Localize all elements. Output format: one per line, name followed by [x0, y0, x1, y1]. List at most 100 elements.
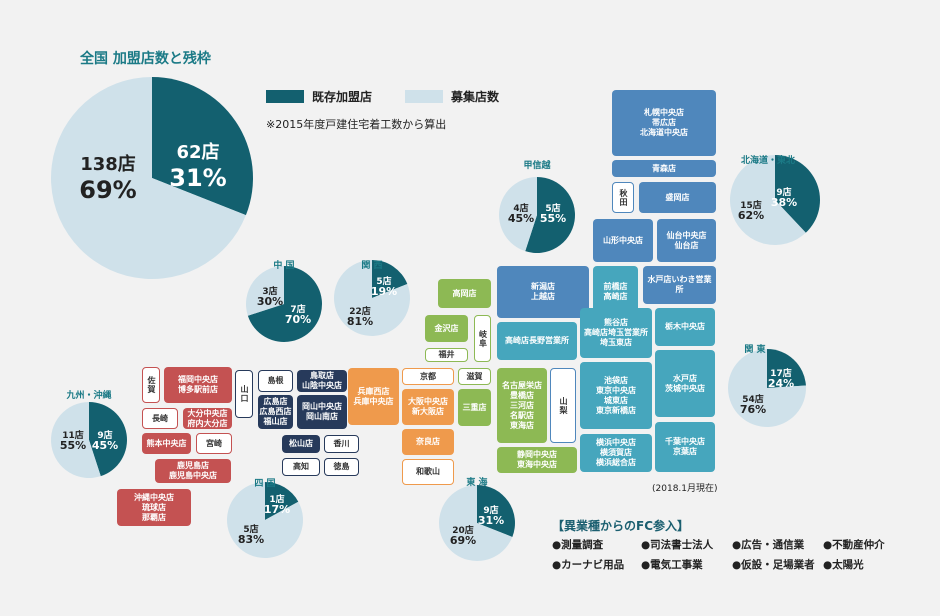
pie-count-label: 62店	[176, 141, 219, 163]
pie-count-label: 5店	[243, 523, 258, 535]
pie-count-label: 4店	[513, 202, 528, 214]
prefecture-block-fukui: 福井	[425, 348, 468, 362]
prefecture-block-akita: 秋田	[612, 182, 634, 213]
prefecture-block-kumagaya: 熊谷店 高崎店埼玉営業所 埼玉東店	[580, 308, 652, 358]
pie-count-label: 1店	[269, 493, 284, 505]
pie-count-label: 20店	[452, 524, 474, 536]
prefecture-block-takaoka: 高岡店	[438, 279, 491, 308]
pie-percent-label: 55%	[60, 439, 86, 452]
pie-percent-label: 55%	[540, 212, 566, 225]
pie-slice-recruiting	[227, 482, 304, 558]
prefecture-block-yamanashi: 山梨	[550, 368, 576, 443]
prefecture-block-hiroshima: 広島店 広島西店 福山店	[258, 395, 293, 429]
pie-count-label: 9店	[97, 429, 112, 441]
pie-percent-label: 81%	[347, 315, 373, 328]
pie-percent-label: 17%	[264, 503, 290, 516]
calculation-note: ※2015年度戸建住宅着工数から算出	[266, 118, 447, 131]
prefecture-block-tochigi: 栃木中央店	[655, 308, 715, 346]
pie-percent-label: 31%	[478, 514, 504, 527]
pie-slice-recruiting	[498, 177, 537, 252]
fc-item: ●測量調査	[552, 539, 604, 551]
pie-slice-existing	[89, 402, 128, 477]
pie-slice-recruiting	[438, 485, 513, 561]
fc-title: 【異業種からのFC参入】	[552, 519, 690, 533]
prefecture-block-kagawa: 香川	[324, 435, 359, 453]
pie-slice-recruiting	[728, 349, 806, 428]
pie-slice-existing	[372, 260, 408, 298]
fc-item: ●広告・通信業	[732, 539, 805, 551]
fc-item: ●カーナビ用品	[552, 559, 625, 571]
pie-slice-recruiting	[51, 402, 101, 478]
prefecture-block-mie: 三重店	[458, 389, 491, 426]
pie-slice-recruiting	[51, 77, 246, 279]
prefecture-block-yamaguchi: 山口	[235, 370, 253, 418]
pie-title: 北海道・東北	[741, 154, 795, 166]
fc-item: ●太陽光	[823, 559, 864, 571]
prefecture-block-yamagata: 山形中央店	[593, 219, 653, 262]
prefecture-block-kagoshima: 鹿児島店 鹿児島中央店	[155, 459, 231, 483]
legend-recruiting-swatch	[405, 90, 443, 103]
pie-percent-label: 45%	[508, 212, 534, 225]
legend-recruiting-label: 募集店数	[451, 90, 500, 104]
prefecture-block-shizuoka: 静岡中央店 東海中央店	[497, 447, 577, 473]
prefecture-block-tottori: 鳥取店 山陰中央店	[297, 370, 347, 392]
pie-slice-existing	[477, 485, 515, 537]
prefecture-block-okayama: 岡山中央店 岡山南店	[297, 395, 347, 429]
pie-title: 東 海	[466, 476, 487, 488]
prefecture-block-nagasaki: 長崎	[142, 408, 178, 429]
pie-title: 四 国	[254, 478, 275, 489]
prefecture-block-sapporo: 札幌中央店 帯広店 北海道中央店	[612, 90, 716, 156]
pie-percent-label: 31%	[169, 164, 226, 192]
prefecture-block-chiba: 千葉中央店 京葉店	[655, 422, 715, 472]
prefecture-block-fukuoka: 福岡中央店 博多駅前店	[164, 367, 232, 403]
pie-count-label: 22店	[349, 305, 371, 317]
date-note: (2018.1月現在)	[652, 484, 718, 494]
prefecture-block-mito-iwaki: 水戸店いわき営業所	[643, 266, 716, 304]
prefecture-block-shiga: 滋賀	[458, 368, 491, 385]
prefecture-block-niigata: 新潟店 上越店	[497, 266, 589, 318]
pie-slice-existing	[247, 266, 323, 343]
pie-count-label: 5店	[376, 275, 391, 287]
pie-slice-existing	[265, 482, 299, 520]
prefecture-block-nagoya: 名古屋栄店 豊橋店 三河店 名駅店 東海店	[497, 368, 547, 443]
pie-percent-label: 24%	[768, 377, 794, 390]
pie-percent-label: 69%	[450, 534, 476, 547]
prefecture-block-kumamoto: 熊本中央店	[142, 433, 191, 454]
pie-count-label: 17店	[770, 367, 792, 379]
prefecture-block-sendai: 仙台中央店 仙台店	[657, 219, 716, 262]
prefecture-block-shimane: 島根	[258, 370, 293, 392]
pie-slice-recruiting	[730, 155, 806, 246]
pie-count-label: 9店	[776, 186, 791, 198]
prefecture-block-yokohama: 横浜中央店 横須賀店 横浜総合店	[580, 434, 652, 472]
prefecture-block-aomori: 青森店	[612, 160, 716, 177]
pie-count-label: 9店	[483, 504, 498, 516]
pie-count-label: 3店	[262, 285, 277, 297]
pie-percent-label: 62%	[738, 209, 764, 222]
pie-percent-label: 70%	[285, 313, 311, 326]
pie-count-label: 7店	[290, 303, 305, 315]
legend-existing-label: 既存加盟店	[312, 90, 373, 104]
pie-count-label: 138店	[80, 153, 136, 175]
pie-title: 関 東	[744, 343, 765, 355]
pie-percent-label: 69%	[79, 176, 136, 204]
pie-percent-label: 76%	[740, 403, 766, 416]
pie-title: 全国 加盟店数と残枠	[79, 50, 211, 67]
pie-slice-existing	[767, 348, 806, 388]
pie-slice-existing	[152, 77, 253, 216]
prefecture-block-osaka: 大阪中央店 新大阪店	[402, 389, 454, 425]
pie-count-label: 5店	[545, 202, 560, 214]
prefecture-block-kyoto: 京都	[402, 368, 454, 385]
prefecture-block-kanazawa: 金沢店	[425, 315, 468, 342]
pie-count-label: 54店	[742, 393, 764, 405]
legend-existing-swatch	[266, 90, 304, 103]
